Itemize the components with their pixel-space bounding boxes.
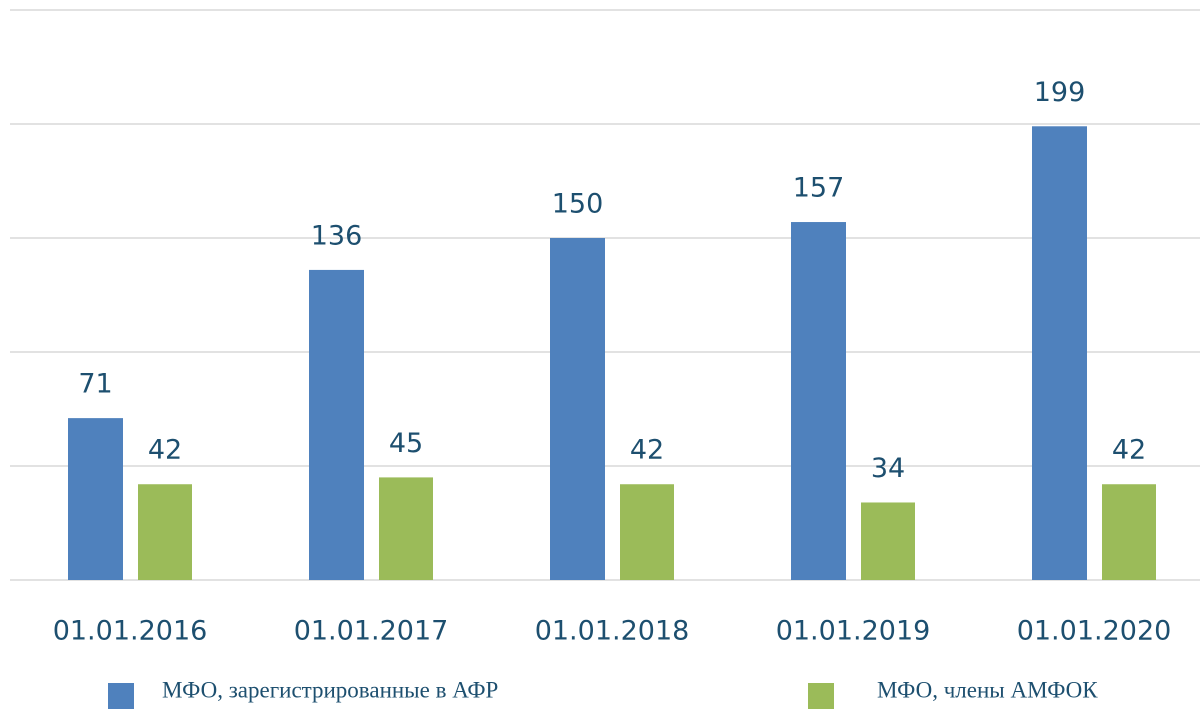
x-tick-label: 01.01.2016 (53, 616, 208, 647)
bar (138, 484, 192, 580)
bar (309, 269, 364, 580)
bar (379, 477, 433, 580)
x-tick-label: 01.01.2019 (776, 616, 931, 647)
data-label: 71 (78, 369, 112, 400)
bar (1032, 126, 1087, 580)
bar (861, 502, 915, 580)
legend-label: МФО, зарегистрированные в АФР (162, 677, 498, 702)
data-label: 150 (552, 189, 604, 220)
legend-swatch (108, 683, 134, 709)
bar (1102, 484, 1156, 580)
data-label: 136 (311, 220, 363, 251)
legend-label: МФО, члены АМФОК (877, 677, 1098, 702)
x-tick-label: 01.01.2018 (535, 616, 690, 647)
data-label: 42 (630, 435, 664, 466)
data-label: 42 (1112, 435, 1146, 466)
x-tick-label: 01.01.2020 (1017, 616, 1172, 647)
data-label: 34 (871, 453, 905, 484)
x-tick-label: 01.01.2017 (294, 616, 449, 647)
data-label: 157 (793, 173, 845, 204)
bar (550, 238, 605, 580)
data-label: 45 (389, 428, 423, 459)
bar (68, 418, 123, 580)
legend-swatch (808, 683, 834, 709)
data-label: 199 (1034, 77, 1086, 108)
bar (791, 222, 846, 581)
bar (620, 484, 674, 580)
data-label: 42 (148, 435, 182, 466)
